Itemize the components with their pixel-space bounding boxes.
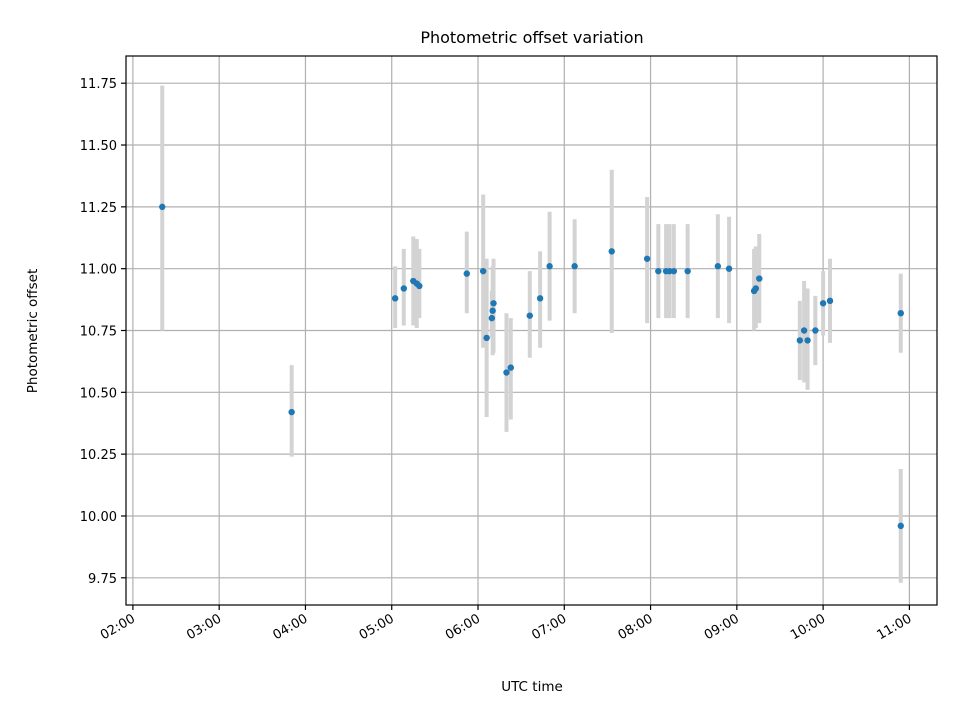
y-tick-label: 11.50 bbox=[80, 139, 117, 154]
data-point bbox=[804, 337, 811, 344]
data-point bbox=[463, 270, 470, 277]
data-point bbox=[756, 275, 763, 282]
data-point bbox=[608, 248, 615, 255]
y-axis-ticks: 9.75 10.00 10.25 10.50 10.75 11.00 11.25 11.50 1… bbox=[80, 77, 126, 587]
data-point bbox=[800, 327, 808, 334]
data-point bbox=[526, 312, 533, 319]
data-point bbox=[536, 295, 544, 302]
data-point bbox=[507, 364, 514, 371]
data-point bbox=[812, 327, 819, 334]
y-tick-label: 9.75 bbox=[88, 572, 117, 587]
y-tick-label: 10.50 bbox=[80, 386, 117, 401]
data-point bbox=[490, 300, 497, 307]
data-point bbox=[288, 408, 295, 416]
data-point bbox=[489, 307, 496, 314]
y-axis-label: Photometric offset bbox=[25, 269, 41, 393]
data-point bbox=[752, 285, 760, 292]
y-tick-label: 10.75 bbox=[80, 325, 117, 340]
x-axis-label: UTC time bbox=[501, 679, 563, 695]
data-point bbox=[643, 255, 651, 262]
data-point bbox=[796, 337, 804, 344]
data-point bbox=[655, 267, 662, 275]
data-point bbox=[159, 203, 166, 211]
data-point bbox=[897, 309, 904, 317]
data-points bbox=[159, 203, 904, 530]
data-point bbox=[483, 334, 490, 342]
data-point bbox=[391, 295, 399, 302]
data-point bbox=[826, 297, 834, 305]
data-point bbox=[819, 300, 827, 307]
data-point bbox=[546, 263, 553, 270]
data-point bbox=[479, 267, 487, 275]
data-point bbox=[400, 285, 408, 292]
y-tick-label: 10.00 bbox=[80, 510, 117, 525]
y-tick-label: 11.25 bbox=[80, 201, 117, 216]
data-point bbox=[416, 282, 423, 290]
data-point bbox=[725, 265, 733, 272]
data-point bbox=[714, 263, 722, 270]
data-point bbox=[897, 522, 904, 530]
chart-title: Photometric offset variation bbox=[420, 28, 643, 47]
y-tick-label: 11.75 bbox=[80, 77, 117, 92]
data-point bbox=[684, 267, 691, 275]
data-point bbox=[571, 263, 578, 270]
data-point bbox=[503, 369, 510, 376]
data-point bbox=[670, 267, 678, 275]
y-tick-label: 11.00 bbox=[80, 263, 117, 278]
data-point bbox=[488, 314, 496, 322]
y-tick-label: 10.25 bbox=[80, 448, 117, 463]
